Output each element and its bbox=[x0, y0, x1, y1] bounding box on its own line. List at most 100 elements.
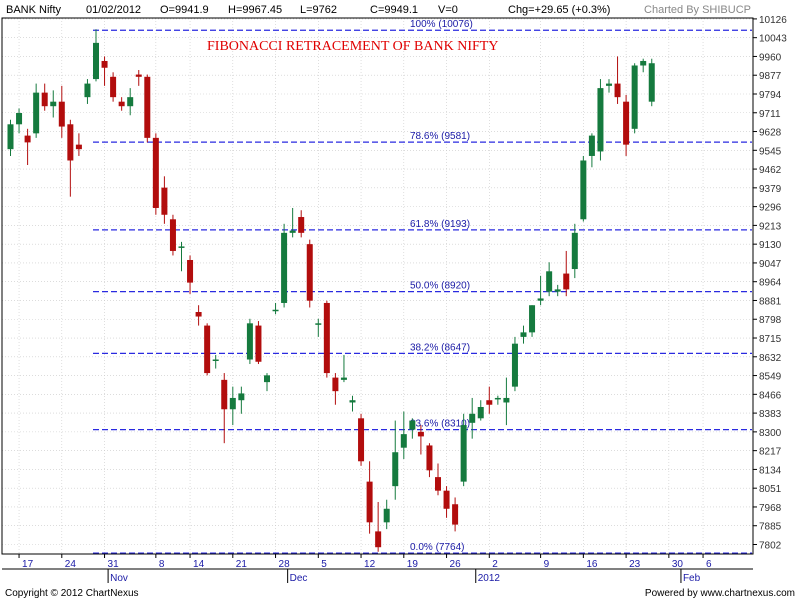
candle-body bbox=[221, 379, 228, 410]
x-tick-label: 30 bbox=[672, 559, 684, 570]
candle-body bbox=[289, 230, 296, 233]
candle bbox=[212, 354, 219, 369]
candle-body bbox=[588, 135, 595, 156]
fib-levels: 100% (10076) 78.6% (9581) 61.8% (9193) 50.0… bbox=[93, 19, 752, 554]
candle bbox=[246, 318, 253, 365]
high-label: H=9967.45 bbox=[228, 4, 282, 16]
candle-body bbox=[375, 531, 382, 548]
y-tick-label: 10043 bbox=[759, 34, 787, 45]
y-axis: 10126 10043 9960 9877 9794 9711 9628 9545 9462 93… bbox=[753, 15, 787, 552]
candle-body bbox=[503, 397, 510, 403]
candle bbox=[84, 79, 91, 104]
y-tick-label: 8217 bbox=[759, 447, 782, 458]
y-tick-label: 9877 bbox=[759, 71, 782, 82]
x-tick-label: 12 bbox=[364, 559, 376, 570]
candle bbox=[435, 463, 441, 496]
candle bbox=[640, 58, 647, 73]
candle-body bbox=[204, 325, 211, 374]
y-tick-label: 8466 bbox=[759, 390, 782, 401]
candle bbox=[67, 119, 74, 197]
month-label: 2012 bbox=[478, 573, 501, 584]
candle-body bbox=[597, 88, 604, 152]
candle bbox=[580, 155, 587, 222]
candle-body bbox=[469, 413, 476, 423]
candle bbox=[187, 255, 194, 294]
candle bbox=[169, 214, 176, 256]
candle bbox=[50, 90, 57, 118]
candle-body bbox=[246, 323, 253, 360]
candle bbox=[366, 461, 373, 534]
candle-body bbox=[358, 418, 365, 462]
y-tick-label: 9047 bbox=[759, 259, 782, 270]
candle-body bbox=[392, 452, 399, 487]
fib-level-label: 50.0% (8920) bbox=[410, 281, 470, 292]
candle-body bbox=[315, 323, 322, 325]
x-tick-label: 5 bbox=[321, 559, 327, 570]
x-tick-label: 23 bbox=[629, 559, 641, 570]
x-tick-label: 17 bbox=[22, 559, 34, 570]
x-tick-label: 6 bbox=[706, 559, 712, 570]
candle-body bbox=[118, 101, 125, 107]
candle bbox=[229, 386, 236, 426]
candle-body bbox=[93, 42, 99, 80]
candle-body bbox=[477, 406, 484, 419]
y-tick-label: 7802 bbox=[759, 541, 782, 552]
candle bbox=[477, 400, 484, 421]
y-tick-label: 8383 bbox=[759, 409, 782, 420]
candle bbox=[152, 133, 159, 215]
month-label: Dec bbox=[290, 573, 308, 584]
candle bbox=[486, 386, 493, 414]
candle-body bbox=[212, 359, 219, 362]
candle-body bbox=[58, 101, 65, 127]
y-tick-label: 8051 bbox=[759, 484, 782, 495]
candle-body bbox=[606, 83, 612, 86]
y-tick-label: 8715 bbox=[759, 334, 782, 345]
candle-body bbox=[383, 508, 390, 523]
x-tick-label: 8 bbox=[159, 559, 165, 570]
x-axis: 17 24 31 8 14 21 28 5 12 19 26 2 9 16 23 30 6 Nov Dec 2012 F… bbox=[18, 554, 712, 584]
candle-body bbox=[187, 259, 194, 283]
candle-body bbox=[178, 246, 185, 248]
candle bbox=[606, 79, 612, 93]
candle bbox=[127, 88, 134, 116]
candle bbox=[16, 108, 23, 134]
month-label: Feb bbox=[683, 573, 701, 584]
candle bbox=[494, 395, 501, 405]
candle bbox=[298, 210, 305, 238]
candle-body bbox=[161, 187, 168, 215]
fib-level-label: 0.0% (7764) bbox=[410, 542, 464, 553]
candle-body bbox=[648, 63, 655, 102]
candle-body bbox=[169, 219, 176, 251]
candle bbox=[315, 318, 322, 337]
candle bbox=[101, 56, 108, 86]
candle-body bbox=[144, 76, 151, 138]
candle-body bbox=[110, 76, 117, 98]
candle-body bbox=[84, 83, 91, 98]
candle bbox=[503, 377, 510, 426]
candle-body bbox=[255, 325, 262, 362]
x-tick-label: 31 bbox=[108, 559, 120, 570]
y-tick-label: 8881 bbox=[759, 296, 782, 307]
candle-body bbox=[332, 377, 339, 392]
candle-body bbox=[623, 101, 630, 145]
y-tick-label: 9794 bbox=[759, 90, 782, 101]
candle bbox=[623, 94, 630, 156]
chart-title: FIBONACCI RETRACEMENT OF BANK NIFTY bbox=[207, 39, 498, 54]
candle bbox=[631, 63, 638, 134]
candle-body bbox=[152, 137, 159, 208]
x-tick-label: 16 bbox=[586, 559, 598, 570]
candle bbox=[469, 397, 476, 439]
candle-body bbox=[426, 445, 433, 471]
y-tick-label: 7968 bbox=[759, 503, 782, 514]
x-tick-label: 14 bbox=[193, 559, 205, 570]
copyright-text: Copyright © 2012 ChartNexus bbox=[5, 588, 139, 599]
close-label: C=9949.1 bbox=[370, 4, 418, 16]
candle bbox=[426, 443, 433, 478]
candle-body bbox=[67, 124, 74, 161]
candle bbox=[511, 336, 518, 392]
candle bbox=[546, 262, 553, 297]
y-tick-label: 9130 bbox=[759, 240, 782, 251]
fib-level-label: 100% (10076) bbox=[410, 19, 473, 30]
